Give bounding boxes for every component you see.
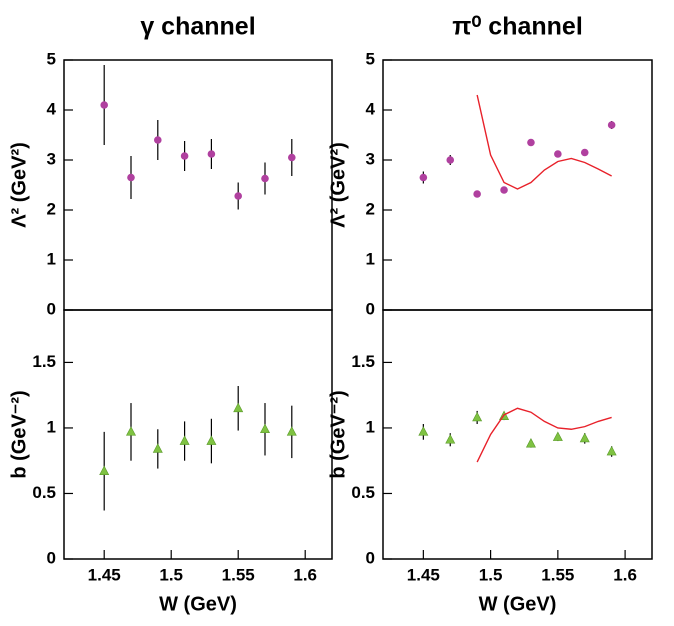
y-tick-label: 0 bbox=[366, 299, 375, 318]
x-tick-label: 1.5 bbox=[159, 565, 183, 584]
y-tick-label: 1 bbox=[366, 249, 375, 268]
y-tick-label: 0 bbox=[47, 548, 56, 567]
y-tick-label: 0 bbox=[47, 299, 56, 318]
point bbox=[473, 190, 481, 198]
y-tick-label: 1.5 bbox=[351, 352, 375, 371]
point bbox=[154, 136, 162, 144]
point bbox=[525, 438, 536, 448]
point bbox=[126, 426, 136, 436]
point bbox=[261, 174, 269, 183]
y-tick-label: 0 bbox=[366, 548, 375, 567]
point bbox=[579, 432, 590, 443]
point bbox=[527, 138, 535, 147]
x-tick-label: 1.45 bbox=[88, 565, 121, 584]
x-tick-label: 1.45 bbox=[407, 565, 440, 584]
x-axis-label: W (GeV) bbox=[159, 593, 237, 615]
x-tick-label: 1.55 bbox=[222, 565, 255, 584]
point bbox=[179, 435, 190, 445]
y-tick-label: 0.5 bbox=[351, 483, 375, 502]
y-axis-label: Λ² (GeV²) bbox=[327, 142, 349, 228]
point bbox=[180, 152, 189, 160]
point bbox=[607, 121, 616, 129]
x-axis-label: W (GeV) bbox=[479, 593, 557, 615]
y-tick-label: 1 bbox=[366, 417, 375, 436]
y-tick-label: 3 bbox=[366, 149, 375, 168]
x-tick-label: 1.6 bbox=[293, 565, 317, 584]
point bbox=[554, 150, 562, 158]
panel-title: π⁰ channel bbox=[452, 13, 583, 41]
y-tick-label: 1 bbox=[47, 417, 56, 436]
y-axis-label: b (GeV⁻²) bbox=[327, 390, 349, 478]
x-tick-label: 1.55 bbox=[541, 565, 574, 584]
point bbox=[418, 426, 429, 436]
y-tick-label: 2 bbox=[47, 199, 56, 218]
point bbox=[207, 150, 216, 158]
point bbox=[100, 101, 108, 109]
y-tick-label: 0.5 bbox=[32, 483, 56, 502]
point bbox=[445, 434, 456, 444]
point bbox=[419, 173, 428, 182]
y-tick-label: 4 bbox=[366, 99, 376, 118]
model-curve bbox=[476, 407, 612, 463]
y-tick-label: 5 bbox=[366, 49, 375, 68]
point bbox=[552, 431, 563, 441]
point bbox=[206, 435, 217, 445]
point bbox=[152, 443, 163, 453]
point bbox=[127, 173, 135, 182]
y-axis-label: b (GeV⁻²) bbox=[8, 390, 30, 478]
plot-frame bbox=[382, 59, 653, 311]
x-tick-label: 1.5 bbox=[479, 565, 503, 584]
plot-frame bbox=[63, 309, 333, 560]
point bbox=[288, 153, 296, 162]
panel-title: γ channel bbox=[140, 13, 255, 41]
y-tick-label: 4 bbox=[47, 99, 57, 118]
y-tick-label: 1.5 bbox=[32, 352, 56, 371]
y-tick-label: 5 bbox=[47, 49, 56, 68]
x-tick-label: 1.6 bbox=[613, 565, 637, 584]
point bbox=[472, 411, 483, 422]
y-tick-label: 3 bbox=[47, 149, 56, 168]
point bbox=[606, 445, 617, 456]
point bbox=[446, 156, 455, 164]
plot-frame bbox=[382, 309, 653, 560]
point bbox=[233, 402, 244, 413]
point bbox=[500, 186, 508, 194]
point bbox=[234, 192, 242, 200]
point bbox=[99, 465, 110, 475]
model-curve bbox=[476, 94, 612, 190]
y-axis-label: Λ² (GeV²) bbox=[8, 142, 30, 228]
y-tick-label: 1 bbox=[47, 249, 56, 268]
point bbox=[286, 426, 297, 436]
point bbox=[580, 148, 589, 157]
y-tick-label: 2 bbox=[366, 199, 375, 218]
point bbox=[260, 423, 270, 434]
